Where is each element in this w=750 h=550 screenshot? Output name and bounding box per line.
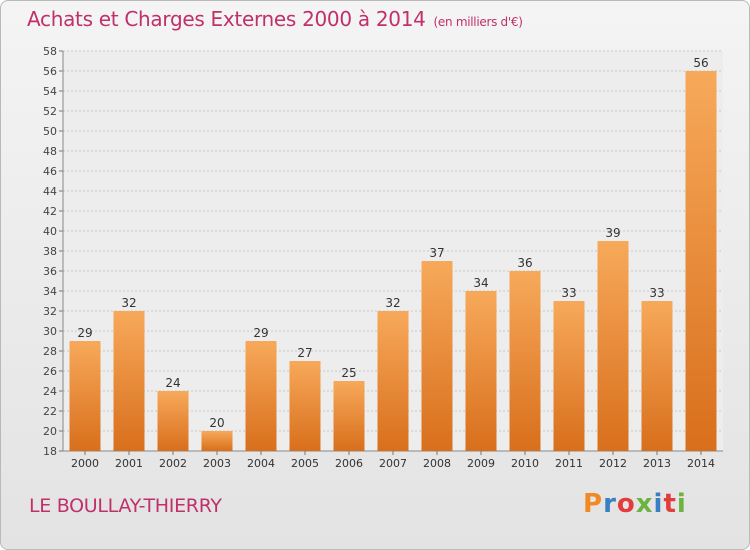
y-tick-label: 18 xyxy=(43,445,57,458)
bar-value-label: 36 xyxy=(517,256,532,270)
logo-letter: r xyxy=(603,489,617,519)
logo-letter: x xyxy=(635,489,654,519)
y-tick-label: 46 xyxy=(43,165,57,178)
bar-value-label: 29 xyxy=(253,326,268,340)
x-tick-label: 2007 xyxy=(379,457,407,470)
bar-value-label: 20 xyxy=(209,416,224,430)
x-tick-label: 2005 xyxy=(291,457,319,470)
bar xyxy=(157,391,189,451)
y-tick-label: 40 xyxy=(43,225,57,238)
bar-value-label: 27 xyxy=(297,346,312,360)
bar xyxy=(377,311,409,451)
x-tick-label: 2000 xyxy=(71,457,99,470)
logo-letter: i xyxy=(653,489,664,519)
x-tick-label: 2002 xyxy=(159,457,187,470)
x-tick-label: 2014 xyxy=(687,457,715,470)
x-tick-label: 2004 xyxy=(247,457,275,470)
y-tick-label: 28 xyxy=(43,345,57,358)
commune-name: LE BOULLAY-THIERRY xyxy=(29,495,222,517)
y-tick-label: 42 xyxy=(43,205,57,218)
chart-title: Achats et Charges Externes 2000 à 2014 (e… xyxy=(27,7,523,31)
bar xyxy=(289,361,321,451)
bar-value-label: 33 xyxy=(649,286,664,300)
y-tick-label: 26 xyxy=(43,365,57,378)
y-tick-label: 58 xyxy=(43,45,57,58)
y-tick-label: 48 xyxy=(43,145,57,158)
bar xyxy=(465,291,497,451)
bar xyxy=(509,271,541,451)
bar xyxy=(201,431,233,451)
logo-letter: P xyxy=(583,489,604,519)
x-tick-label: 2012 xyxy=(599,457,627,470)
x-tick-label: 2006 xyxy=(335,457,363,470)
x-tick-label: 2009 xyxy=(467,457,495,470)
bar-value-label: 29 xyxy=(77,326,92,340)
bar xyxy=(641,301,673,451)
bar-value-label: 39 xyxy=(605,226,620,240)
proxiti-logo: Proxiti xyxy=(583,489,687,519)
y-tick-label: 44 xyxy=(43,185,57,198)
bar-value-label: 24 xyxy=(165,376,180,390)
y-tick-label: 34 xyxy=(43,285,57,298)
y-tick-label: 24 xyxy=(43,385,57,398)
bar xyxy=(245,341,277,451)
x-tick-label: 2011 xyxy=(555,457,583,470)
y-tick-label: 38 xyxy=(43,245,57,258)
x-tick-label: 2013 xyxy=(643,457,671,470)
y-tick-label: 30 xyxy=(43,325,57,338)
logo-letter: o xyxy=(616,489,636,519)
bar-value-label: 33 xyxy=(561,286,576,300)
y-tick-label: 20 xyxy=(43,425,57,438)
bar xyxy=(421,261,453,451)
bar-value-label: 32 xyxy=(385,296,400,310)
x-tick-label: 2001 xyxy=(115,457,143,470)
y-tick-label: 22 xyxy=(43,405,57,418)
bar xyxy=(69,341,101,451)
bar xyxy=(685,71,717,451)
bar xyxy=(113,311,145,451)
y-tick-label: 52 xyxy=(43,105,57,118)
bar xyxy=(553,301,585,451)
logo-letter: i xyxy=(676,489,687,519)
y-tick-label: 36 xyxy=(43,265,57,278)
x-tick-label: 2008 xyxy=(423,457,451,470)
x-tick-label: 2003 xyxy=(203,457,231,470)
bar-value-label: 37 xyxy=(429,246,444,260)
bar-value-label: 56 xyxy=(693,56,708,70)
bar xyxy=(597,241,629,451)
logo-letter: t xyxy=(663,489,677,519)
bar-value-label: 34 xyxy=(473,276,488,290)
y-tick-label: 32 xyxy=(43,305,57,318)
bar xyxy=(333,381,365,451)
x-tick-label: 2010 xyxy=(511,457,539,470)
y-tick-label: 54 xyxy=(43,85,57,98)
y-tick-label: 56 xyxy=(43,65,57,78)
chart-title-text: Achats et Charges Externes 2000 à 2014 xyxy=(27,7,426,31)
bar-value-label: 32 xyxy=(121,296,136,310)
bar-value-label: 25 xyxy=(341,366,356,380)
chart-unit: (en milliers d'€) xyxy=(433,15,523,29)
y-tick-label: 50 xyxy=(43,125,57,138)
